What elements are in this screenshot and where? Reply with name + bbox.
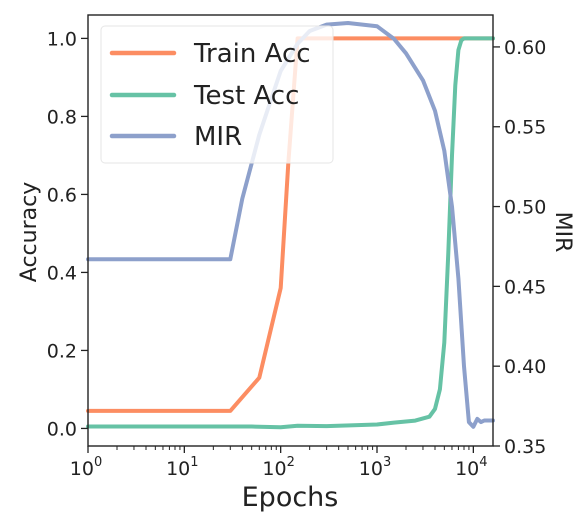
- left-y-tick-label: 0.2: [47, 340, 77, 362]
- left-y-tick-label: 0.4: [47, 262, 77, 284]
- right-y-tick-label: 0.50: [504, 197, 546, 219]
- legend-label-mir: MIR: [194, 122, 242, 152]
- legend: Train Acc Test Acc MIR: [100, 25, 334, 164]
- legend-label-train-acc: Train Acc: [193, 39, 311, 69]
- legend-label-test-acc: Test Acc: [193, 81, 299, 111]
- right-y-tick-label: 0.40: [504, 356, 546, 378]
- left-y-tick-label: 0.8: [47, 106, 77, 128]
- right-y-tick-label: 0.45: [504, 276, 546, 298]
- legend-box: [100, 25, 334, 164]
- x-tick-label: 101: [166, 455, 198, 480]
- left-y-tick-label: 0.6: [47, 184, 77, 206]
- x-tick-label: 104: [455, 455, 487, 480]
- left-y-tick-label: 1.0: [47, 28, 77, 50]
- plot-frame: [87, 14, 494, 447]
- series-line-test-acc: [86, 36, 495, 430]
- x-tick-label: 103: [359, 455, 391, 480]
- right-y-axis-label: MIR: [550, 212, 575, 253]
- right-y-tick-label: 0.35: [504, 436, 546, 458]
- x-tick-label: 102: [262, 455, 294, 480]
- right-y-tick-label: 0.60: [504, 37, 546, 59]
- x-tick-label: 100: [70, 455, 102, 480]
- x-axis-label: Epochs: [242, 482, 339, 513]
- right-y-tick-label: 0.55: [504, 117, 546, 139]
- left-y-axis-label: Accuracy: [17, 182, 42, 282]
- left-y-tick-label: 0.0: [47, 418, 77, 440]
